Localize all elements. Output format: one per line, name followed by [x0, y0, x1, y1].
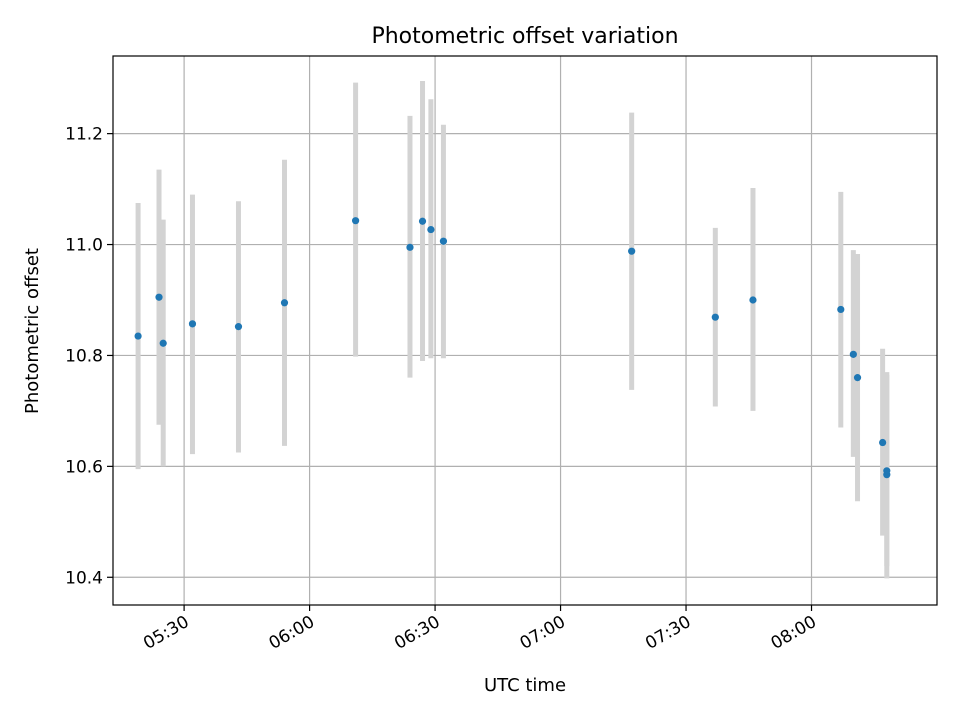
data-point — [280, 299, 289, 307]
data-point — [234, 323, 243, 331]
data-point — [711, 313, 719, 321]
data-point — [159, 339, 167, 347]
data-point — [837, 305, 845, 314]
y-axis-ticks: 10.4 10.6 10.8 11.0 11.2 — [65, 125, 113, 588]
data-point — [883, 467, 891, 475]
grid — [113, 56, 937, 605]
y-tick-label: 11.2 — [65, 125, 103, 145]
y-axis-label: Photometric offset — [22, 248, 43, 414]
y-tick-label: 10.8 — [65, 346, 103, 366]
data-point — [188, 320, 197, 328]
data-point — [155, 293, 163, 301]
data-point — [749, 296, 757, 304]
y-tick-label: 10.4 — [65, 568, 103, 588]
data-point — [439, 237, 448, 245]
data-point — [879, 438, 887, 447]
chart-title: Photometric offset variation — [371, 24, 678, 49]
data-point — [628, 247, 636, 255]
y-tick-label: 10.6 — [65, 457, 103, 477]
data-point — [351, 217, 360, 225]
x-axis-label: UTC time — [484, 675, 566, 696]
data-point — [427, 225, 435, 234]
plot-frame — [112, 55, 938, 606]
data-point — [849, 350, 857, 358]
data-point — [418, 217, 427, 225]
data-point — [853, 374, 862, 382]
markers — [134, 217, 891, 479]
y-tick-label: 11.0 — [65, 236, 103, 256]
data-point — [134, 332, 142, 340]
data-point — [406, 243, 414, 251]
